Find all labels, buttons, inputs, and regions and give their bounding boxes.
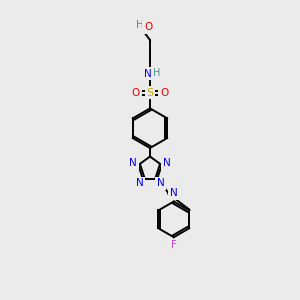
Text: N: N xyxy=(170,188,178,199)
Text: H: H xyxy=(153,68,160,78)
Text: N: N xyxy=(136,178,143,188)
Text: F: F xyxy=(171,240,177,250)
Text: H: H xyxy=(136,20,143,30)
Text: S: S xyxy=(146,88,154,98)
Text: N: N xyxy=(163,158,171,168)
Text: N: N xyxy=(144,69,152,79)
Text: O: O xyxy=(132,88,140,98)
Text: N: N xyxy=(157,178,164,188)
Text: O: O xyxy=(160,88,168,98)
Text: O: O xyxy=(144,22,152,32)
Text: N: N xyxy=(129,158,137,168)
